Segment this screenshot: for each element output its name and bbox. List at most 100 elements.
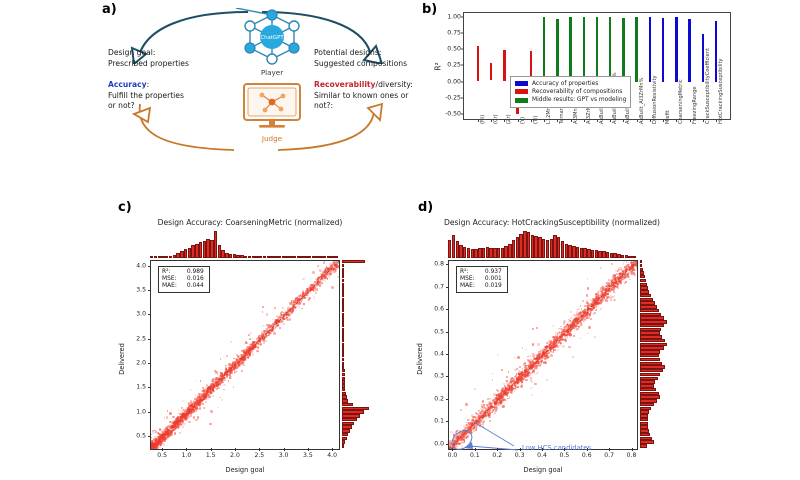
c-top-hist-bar	[232, 254, 237, 258]
c-scatter-point	[186, 410, 188, 412]
potential-designs-line-1: Potential designs:	[314, 48, 382, 57]
c-scatter-point	[151, 437, 153, 439]
c-scatter-point	[251, 343, 254, 346]
c-scatter-point	[244, 354, 248, 357]
c-scatter-point	[169, 412, 172, 415]
recoverability-line-2: not?:	[314, 101, 334, 110]
c-scatter-point	[234, 361, 237, 364]
recoverability-line-1: Similar to known ones or	[314, 90, 409, 100]
c-stat-value: 0.016	[186, 275, 204, 282]
c-scatter-point	[231, 362, 235, 365]
d-scatter-point	[519, 379, 522, 382]
c-scatter-point	[211, 382, 214, 386]
c-scatter-point	[192, 416, 196, 419]
c-scatter-point	[325, 271, 329, 274]
c-scatter-point	[242, 361, 245, 364]
c-scatter-point	[290, 306, 293, 309]
c-scatter-point	[244, 355, 247, 358]
c-scatter-point	[217, 378, 220, 381]
c-scatter-point	[231, 362, 235, 365]
c-y-tick-label: 4.0	[136, 262, 146, 270]
c-scatter-point	[290, 301, 294, 305]
c-scatter-point	[197, 404, 200, 407]
c-scatter-point	[152, 446, 155, 448]
c-scatter-point	[242, 359, 244, 361]
c-scatter-point	[267, 326, 270, 329]
c-scatter-point	[195, 409, 198, 413]
panel-b-x-tick-label: (Zr)	[506, 114, 513, 124]
c-scatter-point	[170, 423, 173, 426]
c-scatter-point	[167, 435, 170, 437]
c-x-tick-mark	[283, 448, 285, 451]
c-scatter-point	[265, 329, 269, 333]
c-scatter-point	[321, 282, 323, 284]
c-scatter-point	[214, 384, 218, 388]
c-scatter-point	[300, 295, 304, 299]
c-scatter-point	[242, 353, 244, 356]
c-scatter-point	[227, 368, 229, 371]
c-scatter-point	[166, 410, 169, 412]
c-scatter-point	[322, 275, 325, 278]
c-scatter-point	[229, 376, 232, 379]
accuracy-line-1: Fulfill the properties	[108, 90, 184, 100]
c-scatter-point	[196, 401, 199, 404]
c-scatter-point	[198, 394, 201, 398]
d-right-hist-bar	[640, 342, 667, 347]
c-scatter-point	[199, 400, 203, 404]
c-scatter-point	[168, 429, 170, 431]
c-scatter-point	[191, 405, 194, 407]
d-scatter-point	[530, 394, 533, 396]
c-scatter-point	[151, 441, 152, 443]
d-scatter-point	[531, 343, 535, 346]
c-scatter-point	[224, 367, 227, 370]
c-scatter-point	[312, 295, 316, 298]
panel-b-x-tick-mark	[530, 119, 532, 122]
panel-b-bar	[688, 19, 691, 82]
c-scatter-point	[278, 316, 281, 319]
c-scatter-point	[256, 340, 259, 342]
d-scatter-point	[601, 294, 604, 296]
c-y-tick-label: 2.5	[136, 335, 146, 343]
c-y-tick-label: 1.0	[136, 408, 146, 416]
c-top-hist-bar	[236, 254, 240, 258]
c-scatter-point	[208, 386, 211, 389]
c-y-tick-mark	[147, 435, 150, 437]
d-scatter-point	[627, 275, 630, 279]
c-scatter-point	[248, 344, 251, 347]
c-top-hist-bar	[168, 255, 173, 258]
c-scatter-point	[186, 407, 189, 410]
c-scatter-point	[302, 303, 306, 306]
c-scatter-point	[228, 368, 231, 371]
c-scatter-point	[151, 430, 155, 433]
d-scatter-point	[626, 268, 628, 270]
c-scatter-point	[287, 311, 290, 314]
c-scatter-point	[201, 399, 203, 402]
c-scatter-point	[248, 353, 251, 356]
d-scatter-point	[613, 296, 615, 298]
c-scatter-point	[208, 387, 211, 390]
c-scatter-point	[174, 424, 177, 427]
c-scatter-point	[158, 443, 161, 445]
c-scatter-point	[333, 265, 336, 267]
c-scatter-point	[271, 328, 273, 331]
c-scatter-point	[255, 337, 258, 341]
d-scatter-point	[615, 286, 618, 289]
c-scatter-point	[334, 261, 337, 263]
c-scatter-point	[265, 331, 268, 334]
panel-b-x-tick-mark	[491, 119, 493, 122]
c-scatter-point	[328, 270, 331, 273]
accuracy-line-2: or not?	[108, 101, 135, 110]
c-x-tick-label: 4.0	[327, 452, 338, 459]
c-scatter-point	[247, 357, 250, 359]
c-right-hist-bar	[342, 395, 347, 399]
c-scatter-point	[154, 446, 156, 449]
c-scatter-point	[324, 270, 327, 274]
c-scatter-point	[155, 444, 158, 447]
c-scatter-point	[194, 393, 197, 396]
c-scatter-point	[204, 396, 206, 399]
c-scatter-point	[218, 377, 222, 381]
d-scatter-point	[564, 339, 566, 342]
c-scatter-point	[266, 335, 268, 338]
d-top-hist-bar	[632, 256, 636, 258]
c-scatter-point	[248, 345, 251, 348]
